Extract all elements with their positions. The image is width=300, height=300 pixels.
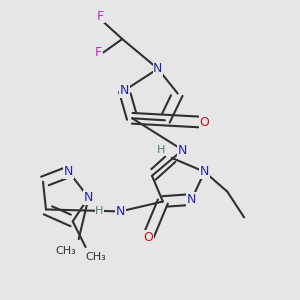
Text: N: N — [64, 165, 74, 178]
Text: N: N — [187, 193, 196, 206]
Text: H: H — [95, 206, 103, 216]
Text: O: O — [200, 116, 209, 129]
Text: N: N — [178, 143, 188, 157]
Text: O: O — [143, 231, 153, 244]
Text: F: F — [97, 10, 104, 23]
Text: H: H — [157, 145, 165, 155]
Text: N: N — [200, 165, 209, 178]
Text: CH₃: CH₃ — [85, 252, 106, 262]
Text: N: N — [116, 205, 125, 218]
Text: N: N — [153, 62, 163, 75]
Text: N: N — [120, 84, 129, 97]
Text: N: N — [84, 191, 93, 204]
Text: F: F — [95, 46, 102, 59]
Text: CH₃: CH₃ — [56, 246, 76, 256]
